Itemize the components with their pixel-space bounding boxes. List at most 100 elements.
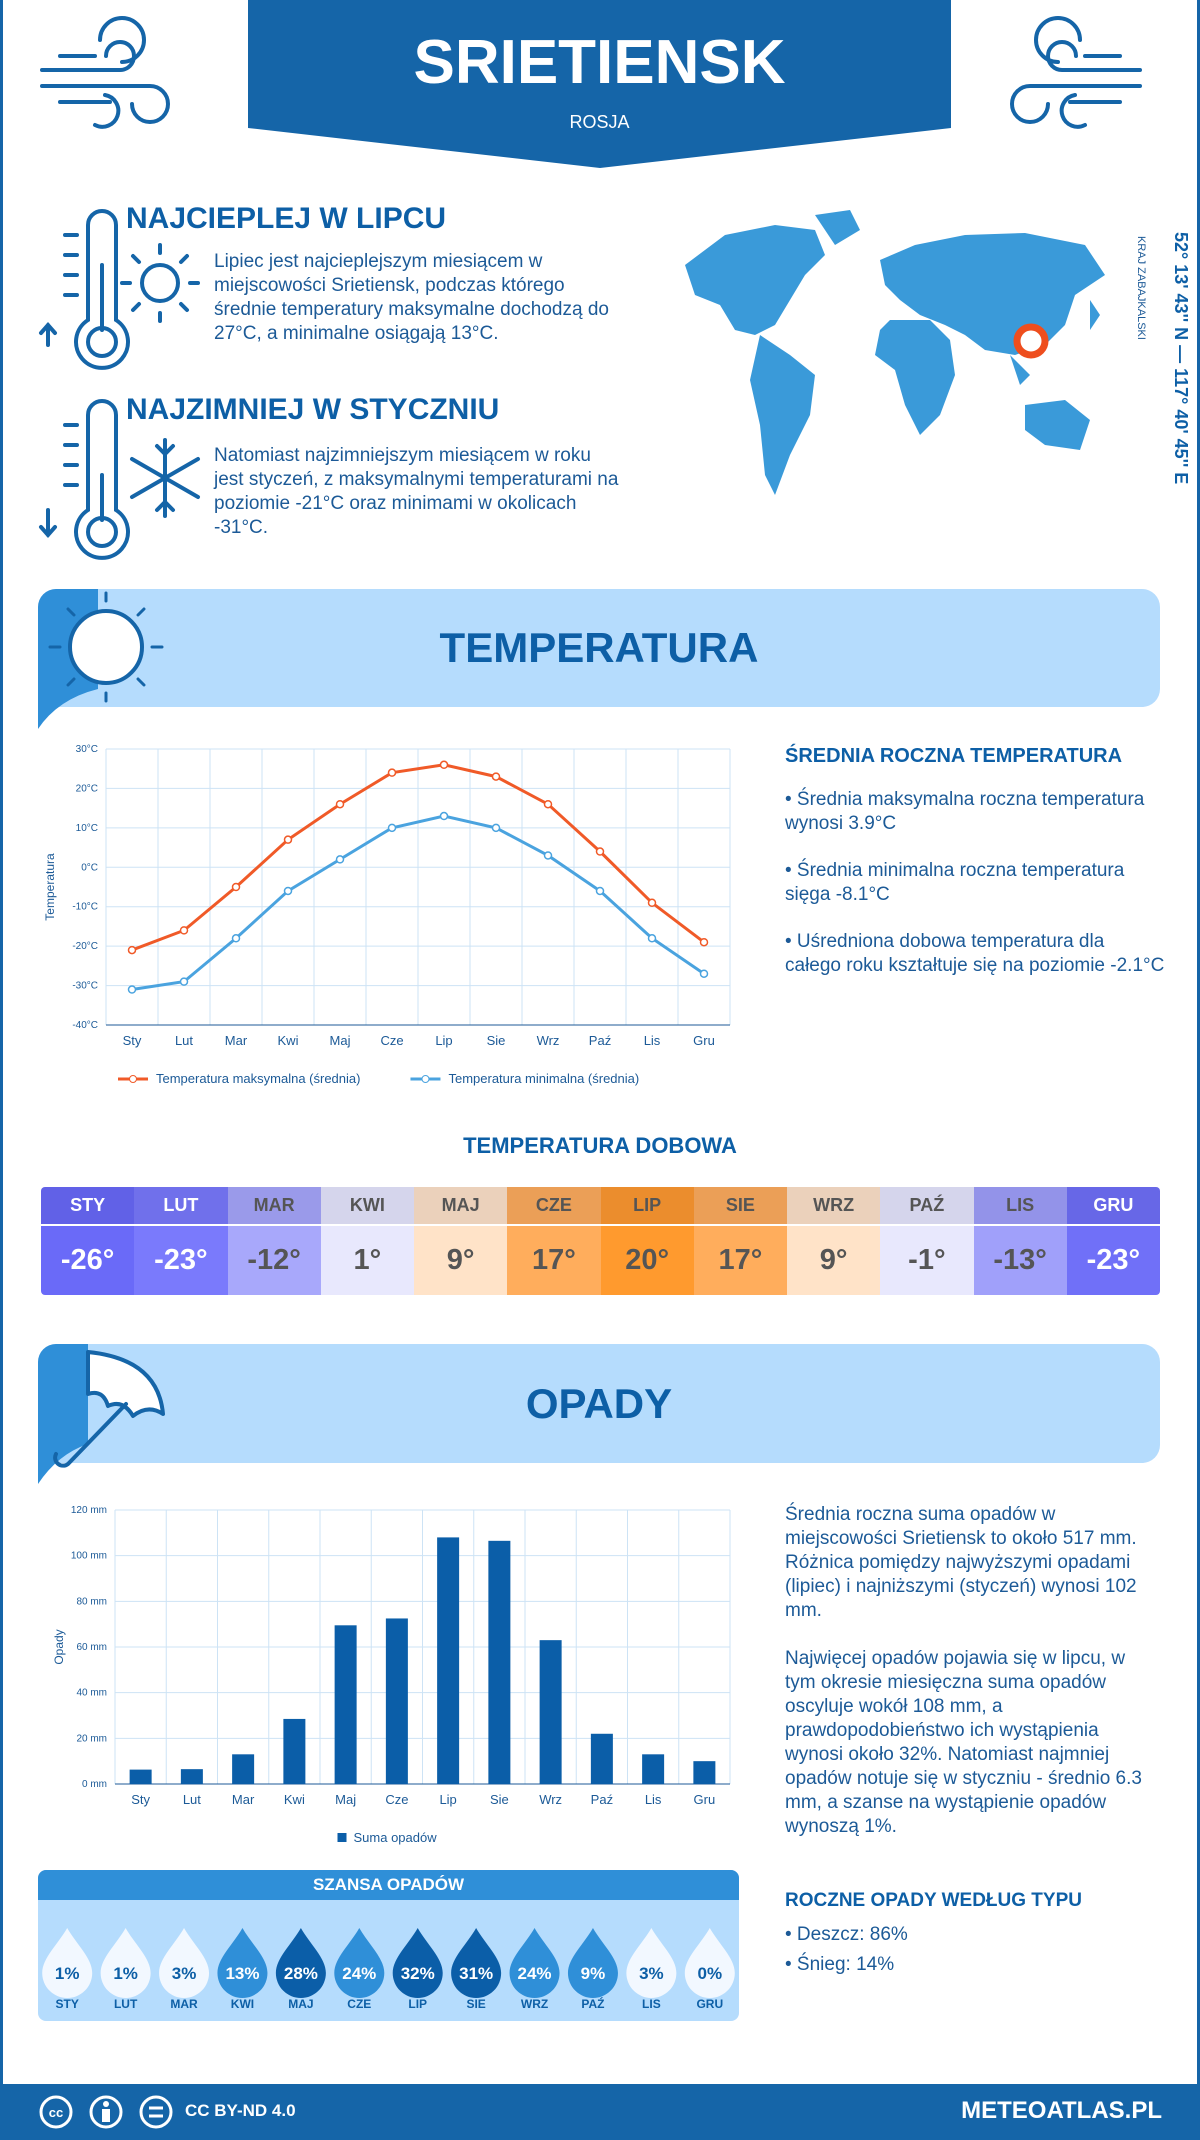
x-tick-label: Kwi <box>278 1033 299 1048</box>
cold-text: Natomiast najzimniejszym miesiącem w rok… <box>214 445 619 538</box>
x-tick-label: Gru <box>694 1792 716 1807</box>
drop-month: LIS <box>642 1997 661 2011</box>
country: ROSJA <box>569 112 630 132</box>
x-tick-label: Cze <box>380 1033 403 1048</box>
y-tick-label: 20 mm <box>76 1733 107 1744</box>
point <box>439 811 449 821</box>
bar <box>693 1761 716 1784</box>
daily-cell: PAŹ -1° <box>880 1187 974 1295</box>
x-tick-label: Cze <box>385 1792 408 1807</box>
x-tick-label: Gru <box>693 1033 715 1048</box>
x-tick-label: Wrz <box>537 1033 560 1048</box>
bar <box>488 1540 511 1784</box>
drop-value: 3% <box>639 1964 664 1983</box>
warm-text: Lipiec jest najcieplejszym miesiącem w m… <box>214 251 609 344</box>
bar <box>334 1625 357 1784</box>
point <box>387 768 397 777</box>
daily-temp-title: TEMPERATURA DOBOWA <box>463 1133 737 1158</box>
license-icons: cc <box>39 2095 173 2129</box>
drop <box>684 1928 735 1998</box>
point <box>387 823 397 833</box>
warm-title: NAJCIEPLEJ W LIPCU <box>126 202 447 235</box>
temperature-title: TEMPERATURA <box>439 624 759 671</box>
coordinates: 52° 13' 43'' N — 117° 40' 45'' E <box>1171 232 1191 485</box>
x-tick-label: Maj <box>330 1033 351 1048</box>
daily-cell: SIE 17° <box>693 1187 787 1295</box>
bar <box>385 1618 408 1784</box>
bar <box>437 1537 460 1784</box>
chance-box: SZANSA OPADÓW 1% STY 1% LUT 3% MAR 13% KWI 28% MA… <box>38 1870 739 2021</box>
daily-month: KWI <box>320 1187 414 1226</box>
x-tick-label: Sty <box>131 1792 150 1807</box>
bar <box>283 1718 306 1784</box>
temperature-chart: -40°C -30°C -20°C -10°C 0°C 10°C 20°C 30°C Sty Lu… <box>43 744 731 1086</box>
point <box>543 851 553 860</box>
drop-month: SIE <box>466 1997 485 2011</box>
drop <box>567 1928 618 1998</box>
x-tick-label: Lut <box>183 1792 201 1807</box>
x-tick-label: Mar <box>232 1792 255 1807</box>
drop-value: 1% <box>113 1964 138 1983</box>
drop-month: MAR <box>170 1997 198 2011</box>
point <box>491 823 501 833</box>
point <box>231 934 241 943</box>
daily-cell: WRZ 9° <box>787 1187 881 1295</box>
y-tick-label: 80 mm <box>76 1596 107 1607</box>
drop-value: 31% <box>459 1964 493 1983</box>
drop <box>275 1928 326 1998</box>
drop <box>217 1928 268 1998</box>
daily-cell: STY -26° <box>41 1187 135 1295</box>
precip-text: Średnia roczna suma opadów w miejscowośc… <box>785 1503 1160 1863</box>
legend-label: Temperatura minimalna (średnia) <box>448 1071 639 1086</box>
x-tick-label: Maj <box>335 1792 356 1807</box>
drop <box>42 1928 93 1998</box>
bar <box>180 1769 203 1784</box>
daily-month: LIS <box>973 1187 1067 1226</box>
legend-swatch <box>337 1833 347 1842</box>
y-tick-label: 60 mm <box>76 1642 107 1653</box>
drop-value: 24% <box>342 1964 376 1983</box>
precip-paragraph: Średnia roczna suma opadów w miejscowośc… <box>785 1504 1137 1621</box>
point <box>647 898 657 908</box>
y-tick-label: -20°C <box>72 941 98 952</box>
license: CC BY-ND 4.0 <box>185 2101 296 2120</box>
point <box>127 945 137 955</box>
temp-stats-title: ŚREDNIA ROCZNA TEMPERATURA <box>785 745 1123 767</box>
x-tick-label: Wrz <box>539 1792 562 1807</box>
y-tick-label: 40 mm <box>76 1688 107 1699</box>
sun-icon <box>38 589 164 729</box>
drop <box>159 1928 210 1998</box>
daily-value: -1° <box>908 1244 946 1276</box>
header-banner <box>248 0 951 168</box>
cold-title: NAJZIMNIEJ W STYCZNIU <box>126 393 500 426</box>
x-tick-label: Lis <box>644 1033 661 1048</box>
legend-marker <box>421 1075 430 1083</box>
y-tick-label: 30°C <box>76 744 98 755</box>
daily-cell: LUT -23° <box>134 1187 228 1295</box>
point <box>283 835 293 844</box>
drop-month: WRZ <box>521 1997 548 2011</box>
point <box>127 985 137 994</box>
y-tick-label: 20°C <box>76 783 98 794</box>
line <box>131 814 705 991</box>
drop <box>451 1928 502 1998</box>
site: METEOATLAS.PL <box>961 2097 1162 2124</box>
types-list: • Deszcz: 86% • Śnieg: 14% <box>785 1923 908 1983</box>
drop-month: GRU <box>696 1997 723 2011</box>
drop-value: 24% <box>518 1964 552 1983</box>
daily-cell: GRU -23° <box>1066 1187 1160 1295</box>
daily-cell: LIP 20° <box>600 1187 694 1295</box>
bar <box>232 1754 255 1784</box>
daily-month: STY <box>41 1187 135 1226</box>
daily-value: -23° <box>1086 1244 1141 1276</box>
x-tick-label: Lis <box>645 1792 662 1807</box>
daily-month: MAR <box>227 1187 321 1226</box>
point <box>335 799 345 809</box>
drop-value: 13% <box>225 1964 259 1983</box>
wind-icon-right <box>1010 16 1142 129</box>
daily-value: -23° <box>154 1244 208 1276</box>
point <box>543 799 553 809</box>
daily-cell: CZE 17° <box>507 1187 601 1295</box>
